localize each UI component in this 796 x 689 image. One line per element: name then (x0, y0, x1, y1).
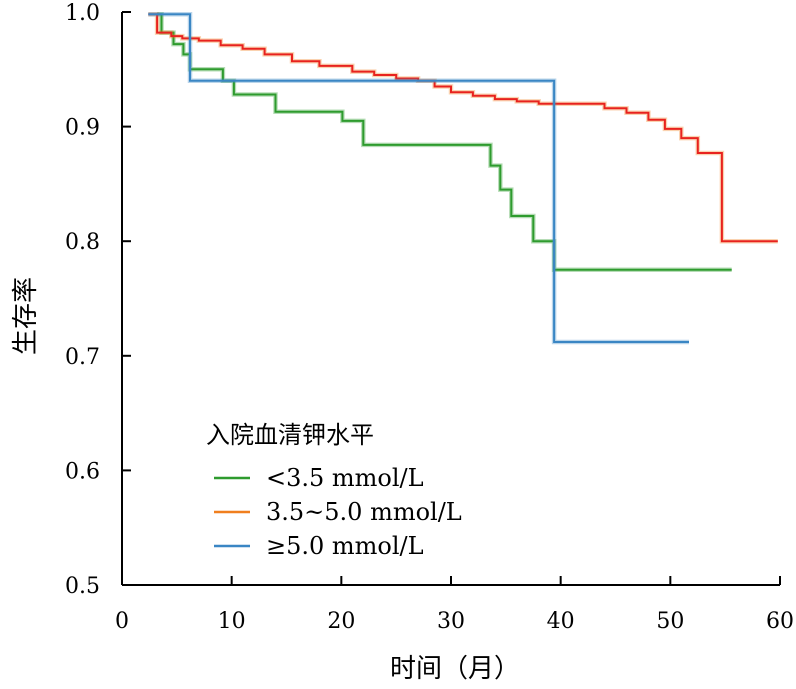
x-tick-label: 30 (437, 609, 465, 634)
y-tick-label: 0.8 (65, 230, 100, 255)
series-2 (148, 12, 778, 244)
y-tick-label: 1.0 (65, 1, 100, 26)
y-axis-ticks: 0.5 0.6 0.7 0.8 0.9 1.0 (65, 1, 131, 599)
legend: 入院血清钾水平 <3.5 mmol/L 3.5~5.0 mmol/L ≥5.0 mm… (206, 421, 462, 560)
series-line (148, 13, 689, 343)
series-line-halo (157, 12, 732, 273)
x-axis-title: 时间（月） (390, 654, 520, 684)
x-tick-label: 40 (547, 609, 575, 634)
series-line-halo (148, 12, 689, 345)
legend-title: 入院血清钾水平 (206, 421, 374, 449)
series-1 (157, 12, 732, 273)
y-tick-label: 0.9 (65, 116, 100, 141)
legend-label: <3.5 mmol/L (266, 464, 424, 492)
legend-label: ≥5.0 mmol/L (266, 532, 424, 560)
y-tick-label: 0.5 (65, 574, 100, 599)
x-tick-label: 50 (656, 609, 684, 634)
legend-label: 3.5~5.0 mmol/L (266, 498, 462, 526)
series-line (157, 13, 732, 271)
y-tick-label: 0.6 (65, 459, 100, 484)
series-layer (148, 12, 778, 345)
x-tick-label: 20 (327, 609, 355, 634)
legend-items: <3.5 mmol/L 3.5~5.0 mmol/L ≥5.0 mmol/L (214, 464, 462, 560)
y-axis-title: 生存率 (11, 277, 41, 355)
y-tick-label: 0.7 (65, 345, 100, 370)
x-tick-label: 60 (766, 609, 794, 634)
series-3 (148, 12, 689, 345)
x-tick-label: 0 (115, 609, 129, 634)
x-tick-label: 10 (218, 609, 246, 634)
x-axis-ticks: 0 10 20 30 40 50 60 (115, 576, 794, 634)
